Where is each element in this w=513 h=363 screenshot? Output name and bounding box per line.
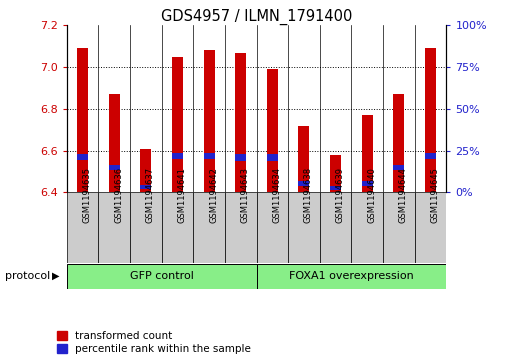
Text: GDS4957 / ILMN_1791400: GDS4957 / ILMN_1791400: [161, 9, 352, 25]
Bar: [67, 192, 98, 263]
Bar: [425, 48, 436, 192]
Text: protocol: protocol: [5, 271, 50, 281]
Text: GFP control: GFP control: [130, 271, 193, 281]
Bar: [383, 192, 415, 263]
Text: GSM1194643: GSM1194643: [241, 167, 250, 223]
Bar: [256, 192, 288, 263]
Text: ▶: ▶: [51, 271, 59, 281]
Bar: [267, 69, 278, 192]
Text: GSM1194638: GSM1194638: [304, 167, 313, 223]
Bar: [193, 192, 225, 263]
Bar: [77, 48, 88, 192]
Bar: [425, 153, 436, 159]
Bar: [172, 153, 183, 159]
Bar: [235, 53, 246, 192]
Bar: [67, 264, 256, 289]
Bar: [393, 165, 404, 171]
Text: GSM1194637: GSM1194637: [146, 167, 155, 223]
Text: GSM1194642: GSM1194642: [209, 167, 218, 223]
Bar: [172, 57, 183, 192]
Bar: [351, 192, 383, 263]
Bar: [235, 154, 246, 161]
Bar: [362, 115, 373, 192]
Bar: [330, 155, 341, 192]
Bar: [130, 192, 162, 263]
Text: GSM1194639: GSM1194639: [336, 167, 345, 223]
Bar: [162, 192, 193, 263]
Bar: [98, 192, 130, 263]
Text: GSM1194636: GSM1194636: [114, 167, 123, 223]
Bar: [109, 94, 120, 192]
Text: GSM1194645: GSM1194645: [430, 167, 440, 223]
Text: GSM1194640: GSM1194640: [367, 167, 376, 223]
Bar: [299, 181, 309, 186]
Bar: [204, 153, 214, 159]
Bar: [362, 181, 373, 186]
Bar: [299, 126, 309, 192]
Bar: [415, 192, 446, 263]
Legend: transformed count, percentile rank within the sample: transformed count, percentile rank withi…: [56, 331, 251, 354]
Text: FOXA1 overexpression: FOXA1 overexpression: [289, 271, 414, 281]
Text: GSM1194641: GSM1194641: [177, 167, 186, 223]
Text: GSM1194644: GSM1194644: [399, 167, 408, 223]
Bar: [204, 50, 214, 192]
Bar: [77, 154, 88, 160]
Text: GSM1194634: GSM1194634: [272, 167, 281, 223]
Bar: [256, 264, 446, 289]
Bar: [140, 185, 151, 189]
Bar: [140, 148, 151, 192]
Bar: [109, 165, 120, 171]
Bar: [225, 192, 256, 263]
Bar: [330, 186, 341, 190]
Bar: [320, 192, 351, 263]
Bar: [393, 94, 404, 192]
Bar: [267, 154, 278, 161]
Bar: [288, 192, 320, 263]
Text: GSM1194635: GSM1194635: [83, 167, 91, 223]
